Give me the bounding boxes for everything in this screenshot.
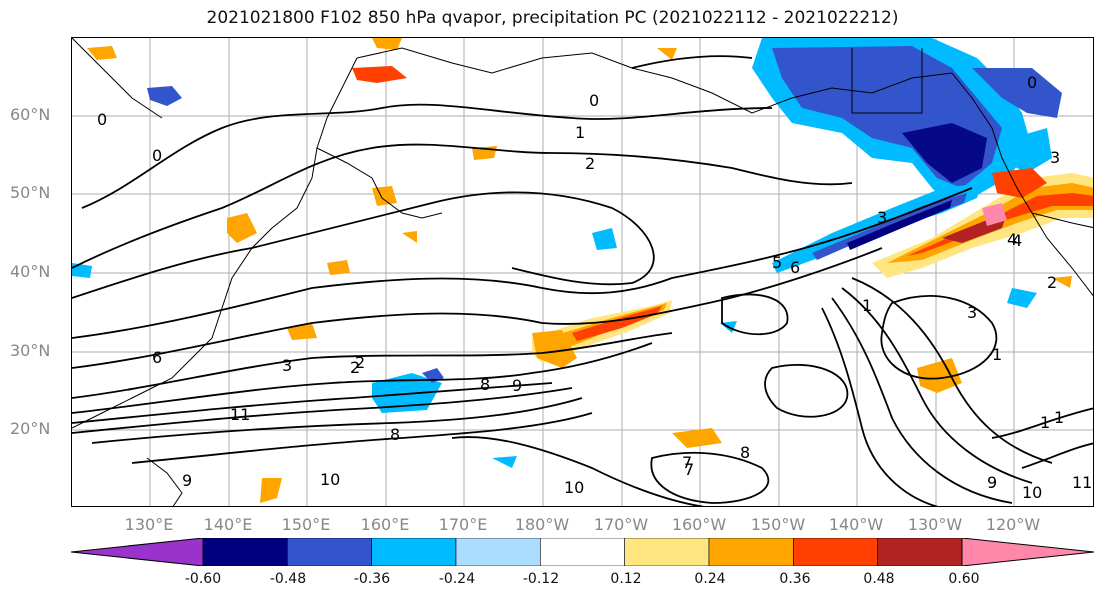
contour-label: 5: [772, 253, 782, 272]
colorbar-cell: [287, 538, 372, 566]
lat-label-50n: 50°N: [10, 183, 51, 202]
contour-label: 10: [320, 470, 340, 489]
colorbar-cell: [624, 538, 710, 566]
colorbar-cell: [877, 538, 963, 566]
contour-label: 0: [152, 146, 162, 165]
lon-label-160e: 160°E: [360, 515, 410, 534]
lon-label-180w: 180°W: [514, 515, 570, 534]
contour-label: 0: [1027, 73, 1037, 92]
contour-label: 10: [564, 478, 584, 497]
colorbar-cell: [540, 538, 625, 566]
contour-label: 1: [1040, 413, 1050, 432]
colorbar-tick: 0.24: [694, 571, 726, 587]
colorbar-extension-low: [71, 538, 204, 566]
contour-label: 1: [862, 296, 872, 315]
moisture-contours: [72, 55, 1093, 506]
lon-label-170w: 170°W: [593, 515, 649, 534]
contour-label: 2: [585, 154, 595, 173]
lat-label-20n: 20°N: [10, 419, 51, 438]
lon-label-130w: 130°W: [907, 515, 963, 534]
colorbar-cell: [202, 538, 288, 566]
colorbar-extension-high: [961, 538, 1094, 566]
contour-label: 8: [740, 443, 750, 462]
lat-label-40n: 40°N: [10, 262, 51, 281]
colorbar-tick: 0.12: [610, 571, 642, 587]
map-title: 2021021800 F102 850 hPa qvapor, precipit…: [206, 8, 899, 28]
colorbar-tick: -0.24: [438, 571, 476, 587]
colorbar-tick: 0.48: [863, 571, 895, 587]
contour-label: 1: [992, 345, 1002, 364]
contour-label: 11: [1072, 473, 1092, 492]
contour-label: 6: [790, 258, 800, 277]
contour-label: 0: [589, 91, 599, 110]
colorbar-tick: -0.48: [269, 571, 307, 587]
contour-label: 1: [1054, 408, 1064, 427]
lon-label-130e: 130°E: [124, 515, 174, 534]
contour-label: 3: [967, 303, 977, 322]
contour-label: 8: [390, 425, 400, 444]
contour-label: 10: [1022, 483, 1042, 502]
lon-label-160w: 160°W: [671, 515, 727, 534]
contour-label: 7: [684, 460, 694, 479]
contour-label: 8: [480, 375, 490, 394]
contour-label: 7: [682, 453, 692, 472]
contour-label: 3: [1050, 148, 1060, 167]
lon-label-120w: 120°W: [985, 515, 1041, 534]
colorbar-cell: [708, 538, 794, 566]
contour-label: 1: [575, 123, 585, 142]
colorbar-tick: 0.36: [779, 571, 811, 587]
contour-label: 4: [1012, 231, 1022, 250]
colorbar-cell: [371, 538, 457, 566]
colorbar-tick: -0.60: [184, 571, 222, 587]
lat-label-30n: 30°N: [10, 341, 51, 360]
positive-anomaly-shading: [87, 38, 1093, 503]
contour-label: 4: [1007, 230, 1017, 249]
map-canvas: 0 0 0 1 2 3 4 5 6 7 8 9 10 11 1 2 3 6 8 …: [72, 38, 1093, 506]
coastlines: [72, 38, 1093, 506]
contour-label: 6: [152, 348, 162, 367]
contour-label: 3: [282, 356, 292, 375]
contour-label: 2: [350, 358, 360, 377]
contour-label: 11: [230, 405, 250, 424]
lon-label-150e: 150°E: [281, 515, 331, 534]
lon-label-150w: 150°W: [750, 515, 806, 534]
contour-label: 0: [97, 110, 107, 129]
contour-label: 9: [182, 471, 192, 490]
lon-label-140e: 140°E: [203, 515, 253, 534]
contour-label: 2: [355, 353, 365, 372]
colorbar-tick: -0.36: [353, 571, 391, 587]
contour-labels: 0 0 0 1 2 3 4 5 6 7 8 9 10 11 1 2 3 6 8 …: [97, 73, 1092, 502]
contour-label: 2: [1047, 273, 1057, 292]
contour-label: 9: [512, 376, 522, 395]
colorbar: [71, 538, 1094, 566]
colorbar-cell: [793, 538, 878, 566]
contour-label: 9: [987, 473, 997, 492]
colorbar-tick: 0.60: [948, 571, 980, 587]
colorbar-tick: -0.12: [522, 571, 560, 587]
lon-label-170e: 170°E: [438, 515, 488, 534]
contour-label: 3: [877, 208, 887, 227]
lon-label-140w: 140°W: [828, 515, 884, 534]
colorbar-cell: [455, 538, 541, 566]
map-panel: 0 0 0 1 2 3 4 5 6 7 8 9 10 11 1 2 3 6 8 …: [71, 37, 1094, 507]
lat-label-60n: 60°N: [10, 105, 51, 124]
